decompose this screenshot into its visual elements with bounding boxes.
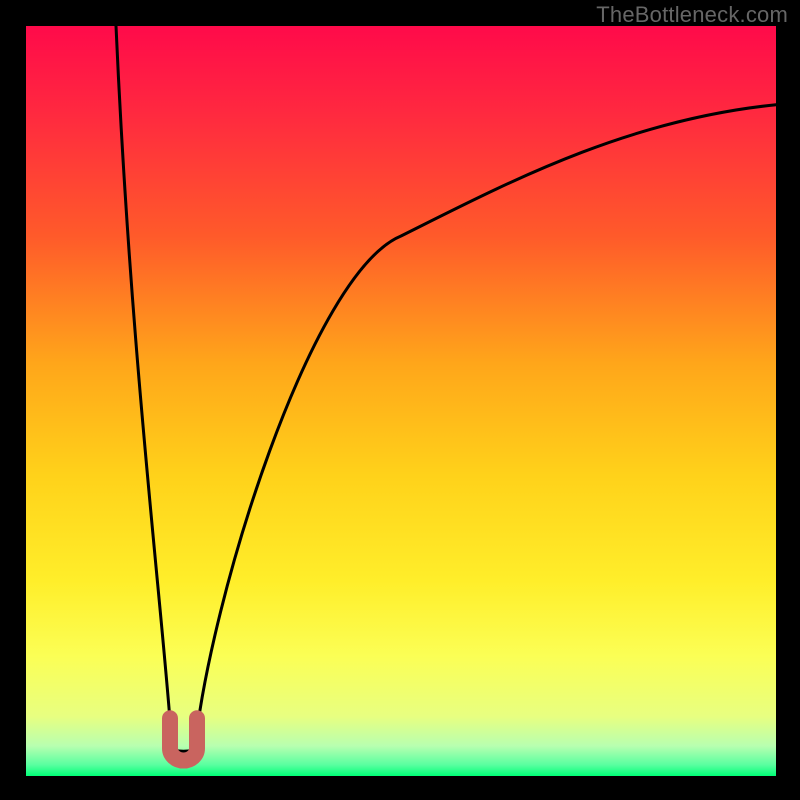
plot-background [26, 26, 776, 776]
chart-container: TheBottleneck.com [0, 0, 800, 800]
watermark-text: TheBottleneck.com [596, 2, 788, 28]
bottleneck-chart-svg [0, 0, 800, 800]
